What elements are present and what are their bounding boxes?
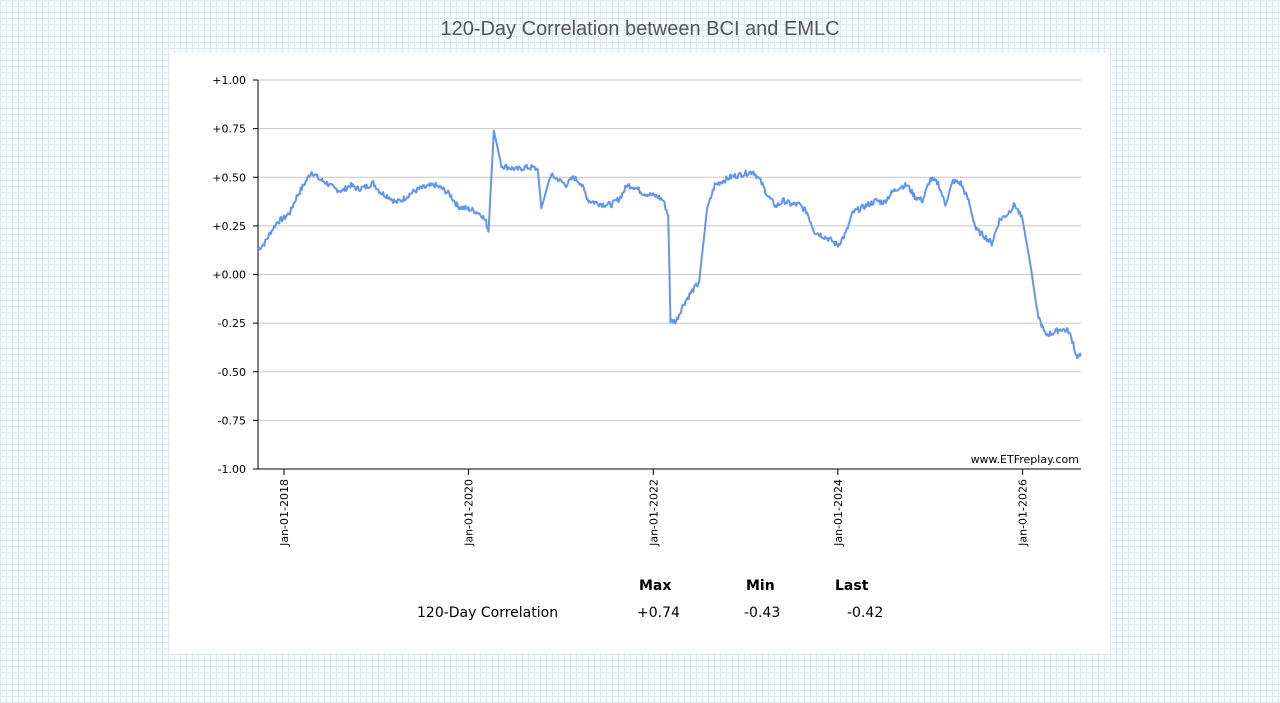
y-tick-label: -0.25	[218, 317, 246, 330]
series-line	[257, 129, 1082, 360]
y-tick-label: -0.50	[218, 366, 246, 379]
page-title: 120-Day Correlation between BCI and EMLC	[440, 18, 840, 40]
stats-min-value: -0.43	[744, 605, 781, 621]
stats-header-min: Min	[746, 578, 775, 594]
y-tick-label: +0.75	[212, 123, 246, 136]
y-tick-label: +0.50	[212, 171, 246, 184]
y-tick-label: +0.00	[212, 269, 246, 282]
stats-row-label: 120-Day Correlation	[417, 605, 559, 621]
y-tick-label: -1.00	[218, 463, 246, 476]
stats-header-max: Max	[639, 578, 672, 594]
y-tick-label: -0.75	[218, 414, 246, 427]
stats-header-last: Last	[835, 578, 869, 594]
x-tick-label: Jan-01-2026	[1017, 479, 1030, 547]
correlation-chart: +1.00 +0.75 +0.50 +0.25 +0.00 -0.25 -0.50 -0.75…	[212, 74, 1082, 547]
y-tick-label: +0.25	[212, 220, 246, 233]
x-tick-label: Jan-01-2024	[832, 479, 845, 547]
line-layer	[257, 129, 1082, 360]
stats-last-value: -0.42	[847, 605, 884, 621]
stats-max-value: +0.74	[637, 605, 680, 621]
chart-panel: +1.00 +0.75 +0.50 +0.25 +0.00 -0.25 -0.50 -0.75…	[170, 53, 1110, 653]
x-tick-label: Jan-01-2022	[647, 479, 660, 547]
axis-layer: +1.00 +0.75 +0.50 +0.25 +0.00 -0.25 -0.50 -0.75…	[212, 74, 1081, 547]
stats-table: Max Min Last 120-Day Correlation +0.74 -…	[410, 578, 910, 638]
x-tick-label: Jan-01-2020	[463, 479, 476, 547]
watermark: www.ETFreplay.com	[971, 453, 1079, 466]
x-tick-label: Jan-01-2018	[278, 479, 291, 547]
y-tick-label: +1.00	[212, 74, 246, 87]
